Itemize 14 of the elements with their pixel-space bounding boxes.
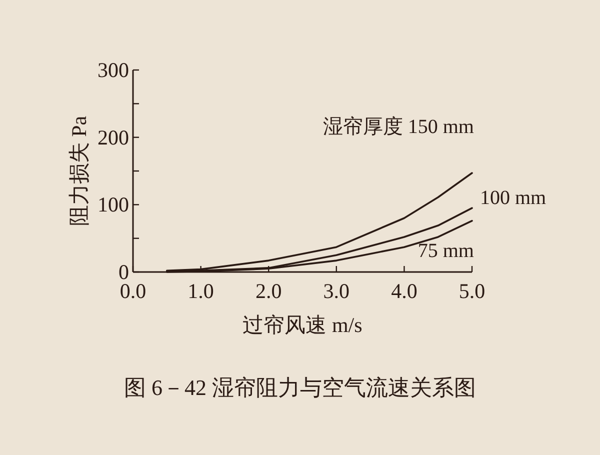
y-axis-title: 阻力损失 Pa <box>67 115 91 226</box>
x-tick-label: 1.0 <box>188 279 214 303</box>
x-axis-title: 过帘风速 m/s <box>242 313 362 337</box>
x-tick-label: 4.0 <box>391 279 418 303</box>
series-label: 75 mm <box>418 240 474 262</box>
caption: 图 6－42 湿帘阻力与空气流速关系图 <box>124 375 476 400</box>
y-tick-label: 300 <box>98 58 129 82</box>
x-tick-label: 2.0 <box>255 279 282 303</box>
y-tick-label: 200 <box>98 125 129 150</box>
x-tick-label: 3.0 <box>323 279 350 303</box>
y-tick-label: 100 <box>98 192 129 217</box>
x-tick-label: 5.0 <box>458 279 486 303</box>
series-label: 湿帘厚度 150 mm <box>322 116 474 138</box>
series-label: 100 mm <box>480 187 547 210</box>
